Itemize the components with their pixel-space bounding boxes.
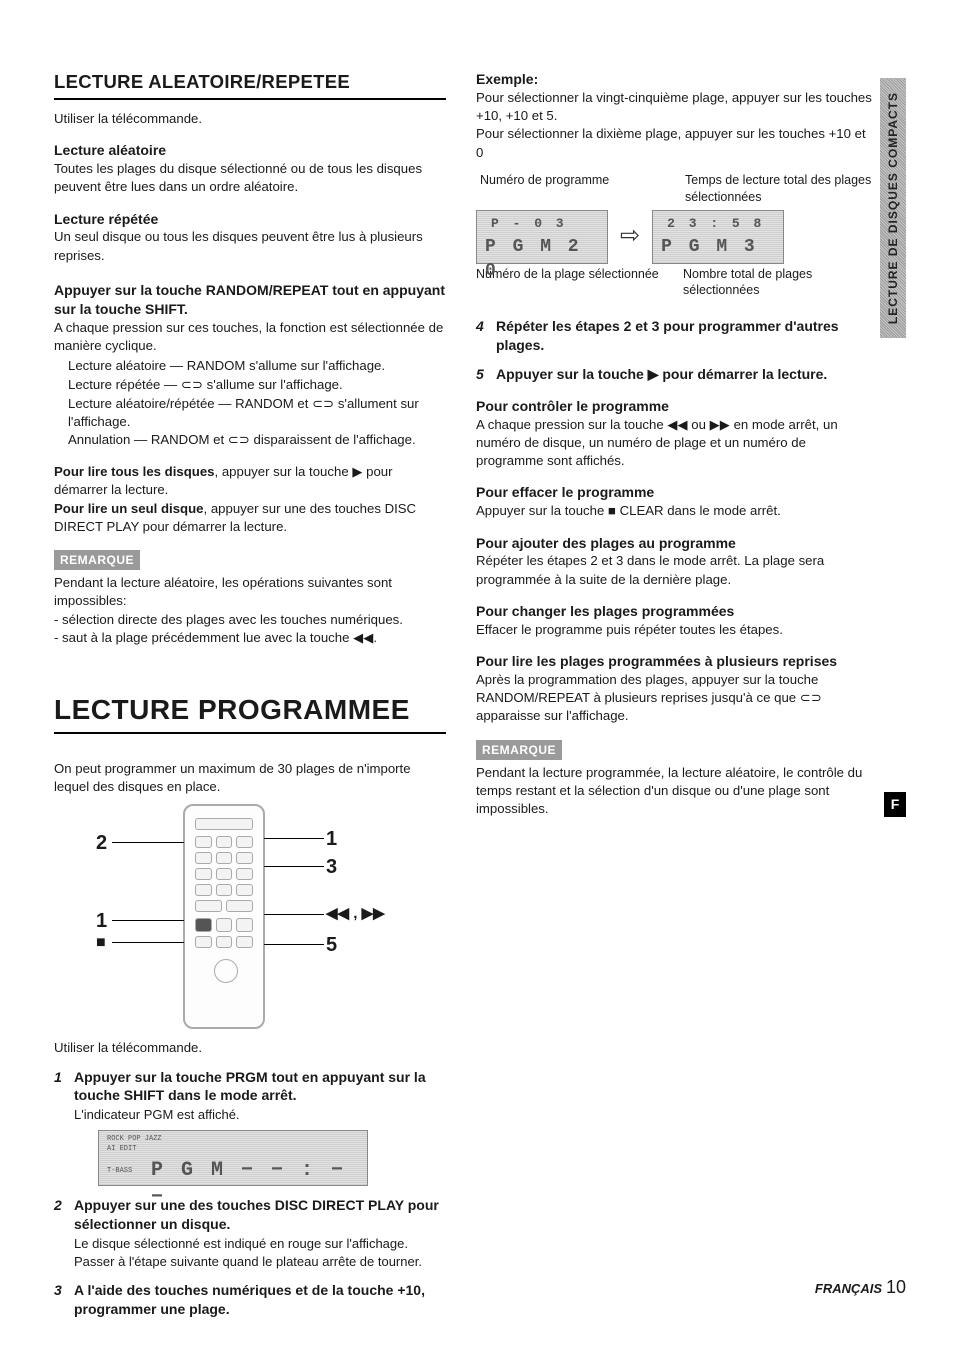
add-p: Répéter les étapes 2 et 3 dans le mode a… <box>476 552 872 588</box>
remark-2-p: Pendant la lecture programmée, la lectur… <box>476 764 872 819</box>
callout-1b: 1 <box>326 826 337 853</box>
heading-programmee: LECTURE PROGRAMMEE <box>54 691 446 734</box>
step-num: 5 <box>476 365 490 384</box>
lcd-pgm: ROCK POP JAZZ AI EDIT T-BASS P G M − − :… <box>98 1130 368 1186</box>
cap-bot-b: Nombre total de plages sélectionnées <box>683 266 872 300</box>
change-p: Effacer le programme puis répéter toutes… <box>476 621 872 639</box>
cycle-list: Lecture aléatoire — RANDOM s'allume sur … <box>54 357 446 449</box>
erase-h: Pour effacer le programme <box>476 483 872 502</box>
lcd-b: 2 3 : 5 8 P G M 3 <box>652 210 784 264</box>
step-1: 1 Appuyer sur la touche PRGM tout en app… <box>54 1068 446 1124</box>
step-5-head: Appuyer sur la touche ▶ pour démarrer la… <box>496 365 872 384</box>
ctrl-p: A chaque pression sur la touche ◀◀ ou ▶▶… <box>476 416 872 471</box>
lcd-a-bot: P G M 2 0 <box>485 235 607 284</box>
step-2-sub2: Passer à l'étape suivante quand le plate… <box>74 1253 446 1271</box>
prog-intro: On peut programmer un maximum de 30 plag… <box>54 760 446 796</box>
step-2-sub1: Le disque sélectionné est indiqué en rou… <box>74 1235 446 1253</box>
change-h: Pour changer les plages programmées <box>476 602 872 621</box>
example-h: Exemple: <box>476 70 872 89</box>
cap-top-b: Temps de lecture total des plages sélect… <box>685 172 872 206</box>
remote-diagram: 2 1 ■ 1 3 ◀◀ , ▶▶ 5 <box>54 804 394 1029</box>
sub-aleatoire-p: Toutes les plages du disque sélectionné … <box>54 160 446 196</box>
callout-1a: 1 <box>96 908 107 935</box>
remark-badge: REMARQUE <box>54 550 140 570</box>
step-1-sub: L'indicateur PGM est affiché. <box>74 1106 446 1124</box>
intro-line: Utiliser la télécommande. <box>54 110 446 128</box>
sub-random-repeat-p: A chaque pression sur ces touches, la fo… <box>54 319 446 355</box>
step-4: 4 Répéter les étapes 2 et 3 pour program… <box>476 317 872 355</box>
all-discs-line: Pour lire tous les disques, appuyer sur … <box>54 463 446 499</box>
page-footer: FRANÇAIS 10 <box>815 1275 906 1299</box>
lcd-row: P - 0 3 P G M 2 0 ⇨ 2 3 : 5 8 P G M 3 <box>476 210 872 264</box>
example-p2: Pour sélectionner la dixième plage, appu… <box>476 125 872 161</box>
list-item: Lecture aléatoire/répétée — RANDOM et ⊂⊃… <box>68 395 446 431</box>
remark-intro: Pendant la lecture aléatoire, les opérat… <box>54 574 446 610</box>
callout-5: 5 <box>326 932 337 959</box>
repeat-p: Après la programmation des plages, appuy… <box>476 671 872 726</box>
list-item: Lecture répétée — ⊂⊃ s'allume sur l'affi… <box>68 376 446 394</box>
use-remote: Utiliser la télécommande. <box>54 1039 446 1057</box>
list-item: Annulation — RANDOM et ⊂⊃ disparaissent … <box>68 431 446 449</box>
lcd-b-top: 2 3 : 5 8 <box>667 215 764 233</box>
right-column: Exemple: Pour sélectionner la vingt-cinq… <box>476 70 906 1319</box>
erase-p: Appuyer sur la touche ■ CLEAR dans le mo… <box>476 502 872 520</box>
step-1-head: Appuyer sur la touche PRGM tout en appuy… <box>74 1068 446 1106</box>
footer-num: 10 <box>886 1277 906 1297</box>
example-p1: Pour sélectionner la vingt-cinquième pla… <box>476 89 872 125</box>
step-3: 3 A l'aide des touches numériques et de … <box>54 1281 446 1319</box>
step-num: 4 <box>476 317 490 355</box>
arrow-icon: ⇨ <box>620 220 640 252</box>
callout-2: 2 <box>96 830 107 857</box>
lcd-b-bot: P G M 3 <box>661 235 758 259</box>
footer-lang: FRANÇAIS <box>815 1281 882 1296</box>
step-num: 3 <box>54 1281 68 1319</box>
lcd-caption-top: Numéro de programme Temps de lecture tot… <box>480 172 872 206</box>
sub-aleatoire-h: Lecture aléatoire <box>54 141 446 160</box>
remark-b1: - sélection directe des plages avec les … <box>54 611 446 629</box>
lcd-a: P - 0 3 P G M 2 0 <box>476 210 608 264</box>
page-index-tab: F <box>884 792 906 817</box>
step-num: 1 <box>54 1068 68 1124</box>
side-tab: LECTURE DE DISQUES COMPACTS <box>880 78 906 338</box>
callout-3: 3 <box>326 854 337 881</box>
remark-b2: - saut à la plage précédemment lue avec … <box>54 629 446 647</box>
all-discs-bold: Pour lire tous les disques <box>54 464 215 479</box>
sub-random-repeat-h: Appuyer sur la touche RANDOM/REPEAT tout… <box>54 281 446 319</box>
remote-outline <box>183 804 265 1029</box>
callout-rwff: ◀◀ , ▶▶ <box>326 904 385 924</box>
sub-repetee-h: Lecture répétée <box>54 210 446 229</box>
lcd-label1: ROCK POP JAZZ <box>107 1135 162 1144</box>
step-3-head: A l'aide des touches numériques et de la… <box>74 1281 446 1319</box>
lcd-label3: T-BASS <box>107 1167 132 1176</box>
add-h: Pour ajouter des plages au programme <box>476 534 872 553</box>
one-disc-bold: Pour lire un seul disque <box>54 501 204 516</box>
heading-random-repeat: LECTURE ALEATOIRE/REPETEE <box>54 70 446 100</box>
list-item: Lecture aléatoire — RANDOM s'allume sur … <box>68 357 446 375</box>
lcd-label2: AI EDIT <box>107 1145 136 1154</box>
callout-stop: ■ <box>96 932 106 954</box>
remark-badge-2: REMARQUE <box>476 740 562 760</box>
page-body: LECTURE ALEATOIRE/REPETEE Utiliser la té… <box>0 0 954 1359</box>
sub-repetee-p: Un seul disque ou tous les disques peuve… <box>54 228 446 264</box>
cap-top-a: Numéro de programme <box>480 172 667 206</box>
lcd-a-top: P - 0 3 <box>491 215 567 233</box>
ctrl-h: Pour contrôler le programme <box>476 397 872 416</box>
step-num: 2 <box>54 1196 68 1271</box>
step-5: 5 Appuyer sur la touche ▶ pour démarrer … <box>476 365 872 384</box>
step-4-head: Répéter les étapes 2 et 3 pour programme… <box>496 317 872 355</box>
side-tab-label: LECTURE DE DISQUES COMPACTS <box>885 92 901 324</box>
repeat-h: Pour lire les plages programmées à plusi… <box>476 652 872 671</box>
left-column: LECTURE ALEATOIRE/REPETEE Utiliser la té… <box>54 70 446 1319</box>
one-disc-line: Pour lire un seul disque, appuyer sur un… <box>54 500 446 536</box>
lcd-seg: P G M − − : − − <box>151 1157 367 1211</box>
